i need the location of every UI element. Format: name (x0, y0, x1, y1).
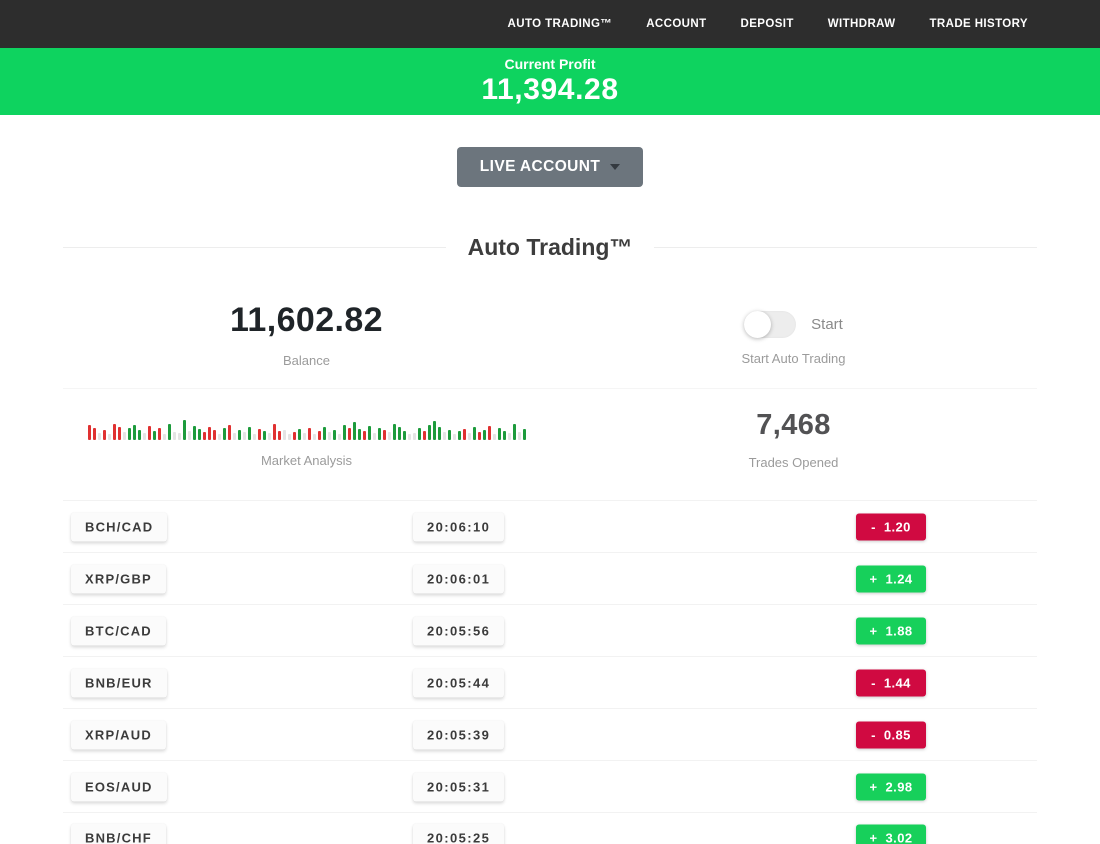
trade-result-value: 1.88 (885, 623, 913, 638)
start-auto-trading-label: Start Auto Trading (741, 351, 846, 366)
trade-result-value: 1.20 (883, 519, 911, 534)
trade-result-sign: - (871, 675, 876, 690)
nav-item-auto-trading[interactable]: AUTO TRADING™ (507, 18, 613, 30)
trade-result-sign: - (871, 519, 876, 534)
market-analysis-chart (87, 412, 526, 440)
trade-row: XRP/GBP 20:06:01 + 1.24 (63, 552, 1037, 604)
balance-label: Balance (283, 353, 330, 368)
trade-pair-badge: BTC/CAD (71, 616, 166, 645)
trade-result-badge: + 2.98 (856, 773, 926, 800)
current-profit-value: 11,394.28 (481, 73, 619, 106)
nav-item-withdraw[interactable]: WITHDRAW (827, 18, 896, 30)
nav-item-account[interactable]: ACCOUNT (646, 18, 707, 30)
trade-result-badge: + 1.24 (856, 565, 926, 592)
trade-time-badge: 20:05:56 (413, 616, 505, 645)
trade-result-sign: + (869, 830, 878, 844)
section-heading: Auto Trading™ (63, 234, 1038, 261)
trade-result-sign: + (869, 571, 878, 586)
trade-pair-badge: EOS/AUD (71, 772, 167, 801)
auto-trading-stat: Start Start Auto Trading (550, 301, 1037, 368)
market-analysis-label: Market Analysis (260, 452, 353, 468)
trade-result-badge: - 0.85 (856, 721, 926, 748)
balance-value: 11,602.82 (230, 301, 383, 339)
trade-time-badge: 20:06:01 (413, 564, 505, 593)
trade-row: BTC/CAD 20:05:56 + 1.88 (63, 604, 1037, 656)
toggle-label: Start (811, 316, 843, 333)
trade-result-badge: - 1.20 (856, 513, 926, 540)
trades-list: BCH/CAD 20:06:10 - 1.20 XRP/GBP 20:06:01… (63, 500, 1037, 844)
nav-item-trade-history[interactable]: TRADE HISTORY (929, 18, 1028, 30)
trades-opened-value: 7,468 (756, 409, 831, 441)
top-navigation: AUTO TRADING™ ACCOUNT DEPOSIT WITHDRAW T… (0, 0, 1100, 48)
account-selector-row: LIVE ACCOUNT (0, 147, 1100, 187)
trade-row: BCH/CAD 20:06:10 - 1.20 (63, 500, 1037, 552)
trade-result-value: 0.85 (883, 727, 911, 742)
trade-result-value: 2.98 (885, 779, 913, 794)
trade-row: BNB/EUR 20:05:44 - 1.44 (63, 656, 1037, 708)
trade-result-value: 3.02 (885, 830, 913, 844)
nav-item-deposit[interactable]: DEPOSIT (740, 18, 794, 30)
trade-pair-badge: BNB/EUR (71, 668, 167, 697)
trade-result-badge: - 1.44 (856, 669, 926, 696)
trade-row: BNB/CHF 20:05:25 + 3.02 (63, 812, 1037, 844)
live-account-label: LIVE ACCOUNT (479, 158, 601, 175)
trade-row: EOS/AUD 20:05:31 + 2.98 (63, 760, 1037, 812)
trade-time-badge: 20:05:31 (413, 772, 505, 801)
trade-row: XRP/AUD 20:05:39 - 0.85 (63, 708, 1037, 760)
heading-rule-left (63, 247, 446, 248)
toggle-knob (744, 311, 772, 338)
balance-stat: 11,602.82 Balance (63, 301, 550, 368)
trade-time-badge: 20:05:39 (413, 720, 505, 749)
current-profit-banner: Current Profit 11,394.28 (0, 48, 1100, 115)
trade-result-sign: + (869, 779, 878, 794)
trade-pair-badge: BCH/CAD (71, 512, 168, 541)
trades-opened-stat: 7,468 Trades Opened (550, 409, 1037, 470)
trade-result-sign: - (871, 727, 876, 742)
trade-result-value: 1.24 (885, 571, 913, 586)
stats-section: 11,602.82 Balance Start Start Auto Tradi… (63, 287, 1037, 491)
live-account-button[interactable]: LIVE ACCOUNT (456, 147, 644, 187)
chevron-down-icon (610, 164, 621, 170)
trade-result-badge: + 3.02 (856, 824, 926, 844)
current-profit-label: Current Profit (504, 56, 596, 72)
trade-time-badge: 20:06:10 (413, 512, 505, 541)
trade-pair-badge: XRP/AUD (71, 720, 166, 749)
trade-result-value: 1.44 (883, 675, 911, 690)
trade-result-badge: + 1.88 (856, 617, 926, 644)
trade-pair-badge: BNB/CHF (71, 823, 166, 844)
trade-pair-badge: XRP/GBP (71, 564, 166, 593)
trades-opened-label: Trades Opened (748, 455, 839, 470)
trade-time-badge: 20:05:25 (413, 823, 505, 844)
trade-result-sign: + (869, 623, 878, 638)
market-analysis-stat: Market Analysis (63, 409, 550, 470)
trade-time-badge: 20:05:44 (413, 668, 505, 697)
heading-rule-right (654, 247, 1038, 248)
start-auto-trading-toggle[interactable] (744, 311, 797, 338)
page-title: Auto Trading™ (467, 234, 633, 260)
